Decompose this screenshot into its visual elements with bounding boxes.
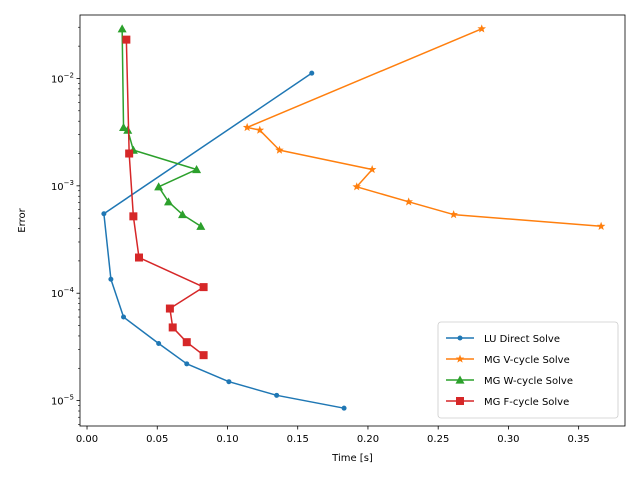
legend-label: LU Direct Solve — [484, 334, 560, 345]
series-3 — [117, 24, 206, 230]
data-point — [199, 351, 208, 360]
legend-entry: MG V-cycle Solve — [446, 354, 570, 366]
data-point — [178, 210, 188, 219]
data-point — [156, 341, 162, 347]
data-point — [367, 164, 377, 174]
series-2 — [242, 24, 606, 230]
data-point — [154, 182, 164, 191]
data-point — [192, 164, 202, 174]
x-axis-label: Time [s] — [331, 453, 373, 464]
data-point — [123, 125, 133, 134]
data-point — [163, 197, 173, 206]
data-point — [255, 125, 265, 134]
data-point — [341, 405, 347, 411]
plot-area — [101, 24, 606, 411]
legend-label: MG W-cycle Solve — [484, 376, 573, 387]
data-point — [125, 149, 134, 158]
legend-entry: LU Direct Solve — [446, 334, 560, 345]
legend-marker — [455, 354, 465, 363]
x-tick-label: 0.10 — [216, 434, 238, 445]
data-point — [119, 122, 129, 132]
axes-frame — [79, 14, 626, 427]
x-tick-label: 0.25 — [427, 434, 449, 445]
legend: LU Direct Solve MG V-cycle Solve MG W-cycl… — [437, 321, 619, 419]
y-tick-label: 10−5 — [51, 394, 74, 408]
x-tick-label: 0.30 — [497, 434, 519, 445]
legend-entry: MG F-cycle Solve — [446, 397, 569, 408]
x-tick-label: 0.05 — [146, 434, 168, 445]
x-tick-label: 0.35 — [568, 434, 590, 445]
data-point — [196, 221, 206, 230]
data-point — [226, 379, 232, 385]
data-point — [449, 210, 458, 219]
legend-marker — [456, 397, 464, 405]
data-point — [309, 70, 315, 76]
data-point — [352, 182, 361, 191]
data-point — [165, 304, 174, 313]
data-point — [134, 253, 143, 262]
x-tick-label: 0.00 — [76, 434, 98, 445]
y-axis-label: Error — [17, 207, 28, 232]
data-point — [596, 221, 606, 230]
data-point — [182, 338, 191, 347]
data-point — [242, 122, 252, 132]
axes: 0.00 0.05 0.10 0.15 0.20 0.25 0.30 0.35 10−5 10−4… — [51, 14, 626, 445]
data-point — [199, 283, 208, 292]
series-1 — [101, 70, 347, 411]
data-point — [404, 197, 413, 206]
x-tick-label: 0.15 — [287, 434, 309, 445]
data-point — [129, 212, 138, 221]
legend-marker — [455, 375, 465, 384]
data-point — [121, 314, 127, 320]
legend-entry: MG W-cycle Solve — [446, 375, 573, 387]
legend-label: MG F-cycle Solve — [484, 397, 569, 408]
y-tick-label: 10−3 — [51, 179, 74, 193]
data-point — [184, 361, 190, 367]
data-point — [168, 323, 177, 332]
series-4 — [122, 35, 208, 360]
y-tick-label: 10−2 — [51, 71, 74, 85]
data-point — [122, 35, 131, 44]
data-point — [108, 276, 114, 282]
data-point — [477, 24, 487, 33]
legend-marker — [457, 335, 463, 341]
data-point — [274, 392, 280, 398]
data-point — [275, 145, 284, 154]
y-tick-label: 10−4 — [51, 286, 75, 300]
legend-label: MG V-cycle Solve — [484, 355, 570, 366]
data-point — [117, 24, 127, 33]
data-point — [101, 211, 107, 217]
legend-box — [437, 321, 619, 419]
x-tick-label: 0.20 — [357, 434, 379, 445]
